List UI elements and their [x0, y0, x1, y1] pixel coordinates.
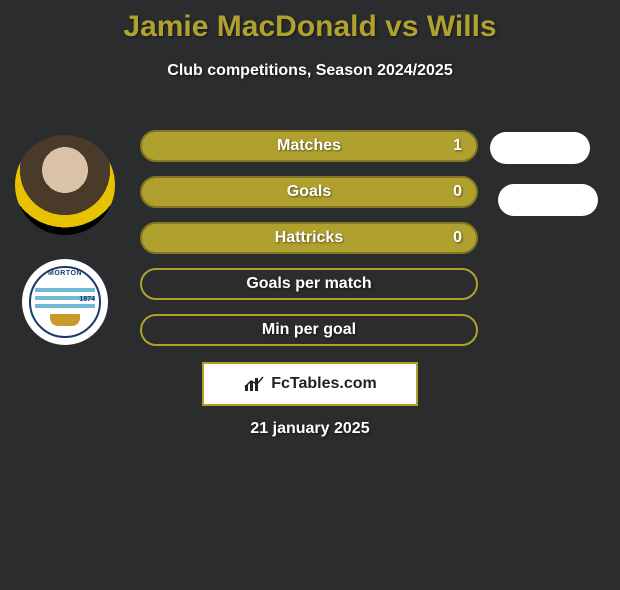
stats-bars: Matches 1 Goals 0 Hattricks 0 Goals per …: [140, 130, 480, 360]
stat-value: 0: [453, 229, 462, 247]
stat-row-min-per-goal: Min per goal: [140, 314, 478, 346]
opponent-pellet: [490, 132, 590, 164]
date-text: 21 january 2025: [0, 420, 620, 438]
source-logo: FcTables.com: [202, 362, 418, 406]
page-title: Jamie MacDonald vs Wills: [0, 10, 620, 44]
source-logo-text: FcTables.com: [271, 375, 377, 393]
stat-value: 1: [453, 137, 462, 155]
stat-row-matches: Matches 1: [140, 130, 478, 162]
stat-label: Hattricks: [275, 229, 343, 247]
club-badge: [22, 259, 108, 345]
chart-icon: [243, 375, 265, 393]
stat-row-goals-per-match: Goals per match: [140, 268, 478, 300]
subtitle: Club competitions, Season 2024/2025: [0, 62, 620, 80]
opponent-pellet: [498, 184, 598, 216]
stat-value: 0: [453, 183, 462, 201]
player-avatar: [15, 135, 115, 235]
stat-label: Min per goal: [262, 321, 356, 339]
stat-label: Matches: [277, 137, 341, 155]
stat-label: Goals: [287, 183, 331, 201]
stat-row-goals: Goals 0: [140, 176, 478, 208]
stat-row-hattricks: Hattricks 0: [140, 222, 478, 254]
player-column: [10, 135, 120, 345]
stat-label: Goals per match: [246, 275, 371, 293]
